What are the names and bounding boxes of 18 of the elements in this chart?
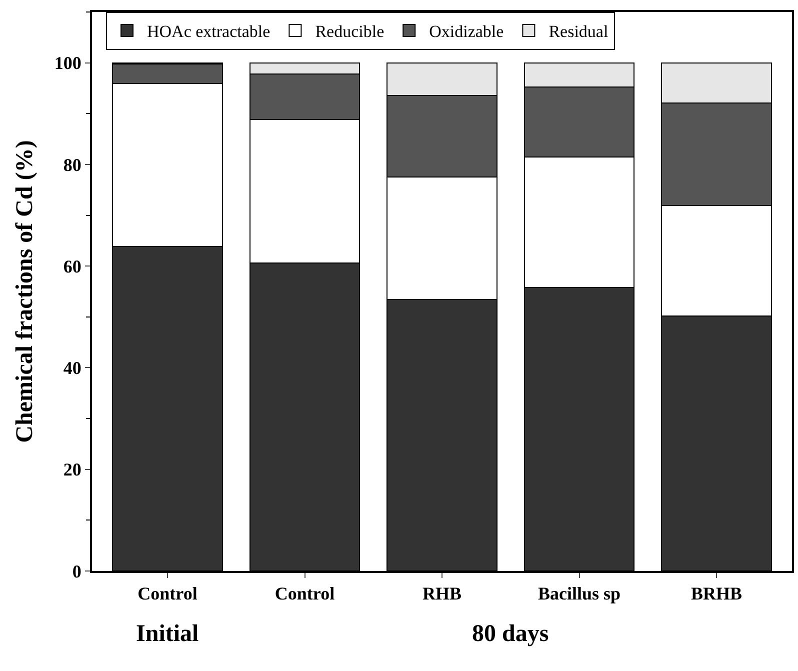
legend-label: Oxidizable [429, 22, 504, 42]
legend-label: Reducible [315, 22, 384, 42]
y-axis-title: Chemical fractions of Cd (%) [12, 140, 38, 443]
legend-label: Residual [548, 22, 608, 42]
y-tick-label: 80 [63, 154, 82, 175]
y-tick-label: 40 [63, 358, 82, 378]
x-tick-label: Bacillus sp [538, 584, 621, 604]
x-tick-label: Control [274, 584, 335, 604]
legend-label: HOAc extractable [147, 22, 270, 42]
text: Initial [136, 621, 200, 647]
x-tick-label: BRHB [691, 584, 742, 604]
y-tick-label: 0 [72, 561, 82, 582]
text: 80 days [472, 621, 549, 647]
y-tick-label: 100 [54, 53, 82, 74]
y-tick-label: 20 [63, 460, 82, 480]
x-tick-label: Control [138, 584, 198, 604]
y-tick-label: 60 [63, 256, 82, 276]
x-tick-label: RHB [422, 584, 462, 604]
